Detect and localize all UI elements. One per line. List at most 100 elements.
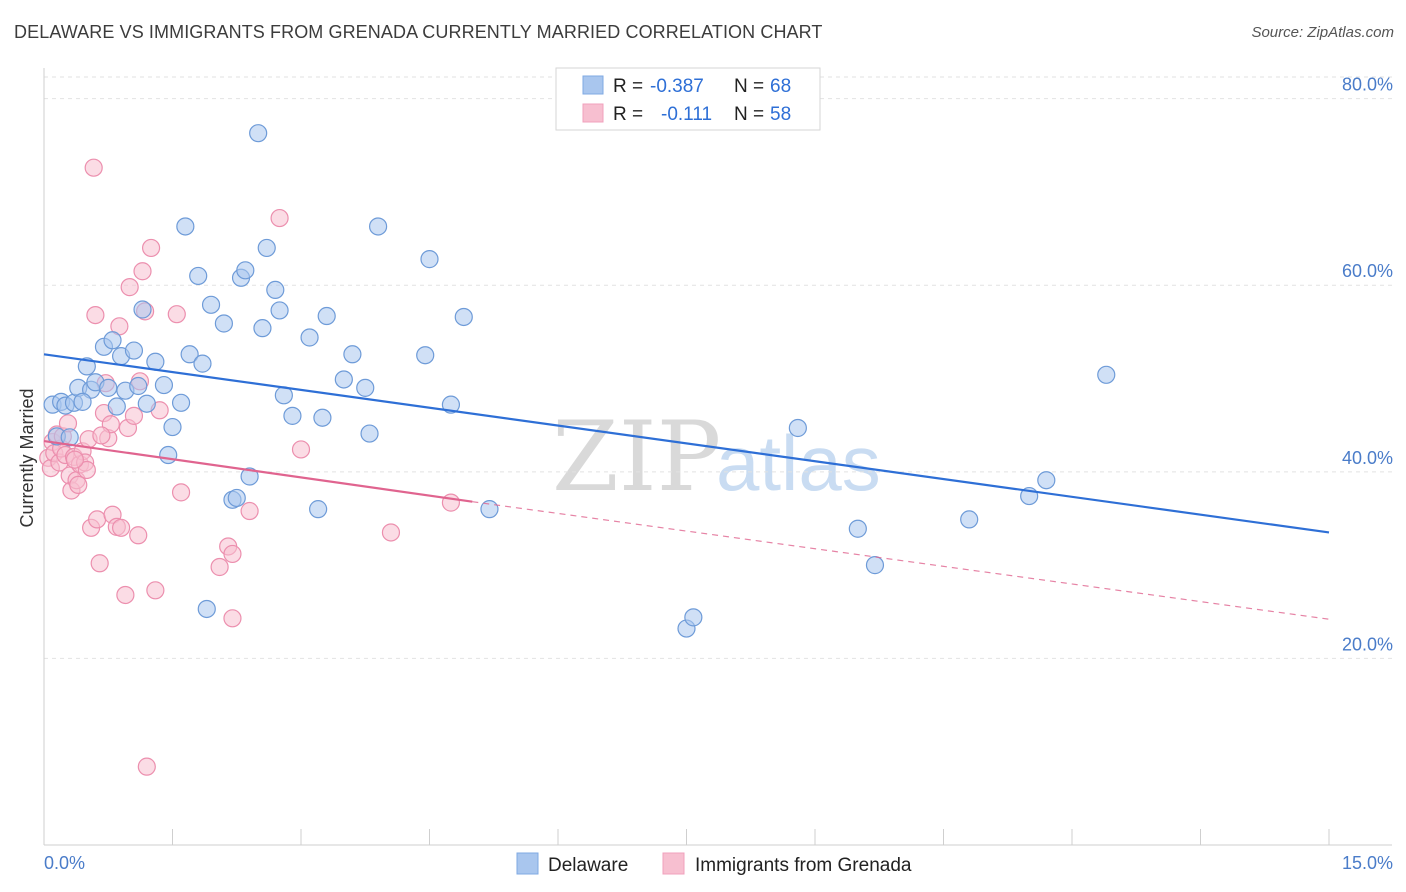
delaware-point [159, 445, 178, 465]
legend-box: R = -0.387 N = 68 R = -0.111 N = 58 [555, 67, 821, 131]
chart-title: DELAWARE VS IMMIGRANTS FROM GRENADA CURR… [14, 22, 823, 42]
grenada-point [111, 518, 131, 537]
grenada-point [88, 510, 107, 529]
delaware-point [334, 370, 353, 389]
delaware-point [300, 328, 319, 347]
grenada-point [441, 493, 461, 512]
delaware-point [214, 314, 233, 333]
grenada-point [146, 581, 165, 600]
watermark-zip: ZIP [552, 401, 721, 513]
delaware-point [197, 599, 216, 619]
bottom-legend-label-grenada: Immigrants from Grenada [695, 855, 912, 876]
delaware-point [249, 124, 268, 143]
delaware-point [73, 392, 92, 411]
legend-r-label-delaware: R = [613, 76, 643, 97]
delaware-point [270, 301, 289, 320]
delaware-point [77, 357, 96, 376]
grenada-point [120, 278, 139, 297]
delaware-point [107, 397, 126, 416]
delaware-point [369, 217, 388, 236]
grenada-point [92, 426, 111, 445]
grenada-point [141, 238, 161, 258]
grenada-point [137, 757, 156, 776]
delaware-point [180, 345, 199, 364]
grid-lines [44, 76, 1392, 659]
y-tick-label: 80.0% [1342, 75, 1393, 95]
trend-line-grenada-extension [472, 501, 1330, 620]
delaware-point [309, 500, 328, 519]
delaware-point [253, 319, 272, 338]
grenada-point [291, 440, 311, 459]
delaware-point [283, 406, 302, 425]
grenada-point [270, 208, 289, 228]
grenada-point [129, 526, 148, 545]
grenada-point [69, 475, 88, 494]
bottom-legend-label-delaware: Delaware [548, 855, 628, 876]
y-axis-label: Currently Married [17, 388, 37, 527]
delaware-point [356, 378, 375, 397]
delaware-point [1037, 471, 1056, 490]
bottom-legend-swatch-delaware [516, 852, 539, 875]
legend-swatch-grenada [582, 103, 604, 123]
delaware-point [240, 467, 259, 486]
y-tick-labels: 20.0% 40.0% 60.0% 80.0% [1342, 75, 1393, 655]
x-tick-label-min: 0.0% [44, 853, 85, 873]
bottom-legend: Delaware Immigrants from Grenada [516, 852, 912, 876]
grenada-point [223, 544, 242, 564]
delaware-point [129, 376, 148, 396]
delaware-point [960, 510, 979, 529]
grenada-point [116, 585, 135, 605]
grenada-point [124, 406, 144, 425]
trend-lines [43, 353, 1330, 620]
grenada-point [86, 305, 105, 325]
delaware-point [146, 352, 165, 371]
delaware-point [266, 280, 285, 300]
grenada-point [210, 557, 229, 577]
delaware-point [193, 354, 212, 373]
x-tick-label-max: 15.0% [1342, 853, 1393, 873]
legend-n-label-delaware: N = [734, 76, 764, 97]
delaware-point [343, 345, 362, 364]
x-axis-ticks [43, 829, 1330, 845]
delaware-point [416, 346, 435, 365]
grenada-point [90, 554, 109, 573]
y-tick-label: 60.0% [1342, 261, 1393, 281]
delaware-point [313, 408, 332, 427]
legend-r-value-grenada: -0.111 [661, 104, 712, 125]
grenada-point [381, 523, 401, 542]
grenada-point [84, 158, 103, 177]
delaware-point [163, 417, 182, 437]
delaware-point [480, 500, 499, 519]
delaware-point [360, 424, 379, 443]
delaware-point [137, 394, 156, 413]
delaware-point [176, 217, 195, 236]
delaware-point [99, 378, 118, 397]
grenada-point [223, 609, 242, 628]
legend-swatch-delaware [582, 75, 604, 95]
delaware-point [201, 295, 221, 314]
y-tick-label: 20.0% [1342, 634, 1393, 654]
grenada-point [240, 501, 259, 521]
series-delaware-points [43, 124, 1116, 638]
legend-n-label-grenada: N = [734, 104, 764, 125]
grenada-point [65, 450, 84, 469]
delaware-point [684, 608, 703, 627]
delaware-point [454, 307, 473, 327]
delaware-point [189, 266, 208, 286]
delaware-point [848, 519, 867, 538]
delaware-point [124, 341, 144, 360]
delaware-point [441, 395, 461, 414]
legend-n-value-grenada: 58 [770, 104, 791, 125]
delaware-point [133, 300, 152, 319]
grenada-point [133, 262, 152, 281]
source-credit: Source: ZipAtlas.com [1251, 24, 1394, 41]
grenada-point [167, 305, 186, 324]
bottom-legend-swatch-grenada [662, 852, 685, 875]
delaware-point [171, 393, 191, 412]
delaware-point [154, 375, 174, 395]
legend-r-value-delaware: -0.387 [650, 76, 704, 97]
delaware-point [60, 428, 79, 447]
legend-n-value-delaware: 68 [770, 76, 791, 97]
delaware-point [257, 238, 276, 258]
